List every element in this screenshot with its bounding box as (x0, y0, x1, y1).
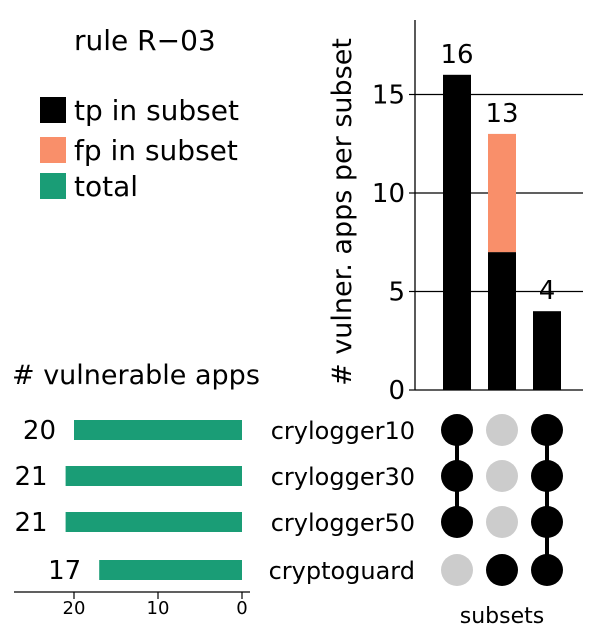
y-tick-label: 5 (388, 278, 405, 308)
matrix-dot-inactive (441, 554, 473, 586)
matrix-dot-active (441, 506, 473, 538)
set-size-label: 21 (15, 508, 48, 538)
legend-item-total: total (40, 169, 139, 203)
x-tick-label: 10 (147, 598, 170, 619)
subsets-label: subsets (460, 604, 544, 629)
chart-title: rule R−03 (74, 24, 216, 57)
matrix-dot-active (441, 460, 473, 492)
set-size-title: # vulnerable apps (12, 360, 260, 391)
legend-swatch-tp (40, 97, 66, 123)
matrix-dot-inactive (486, 414, 518, 446)
set-label: cryptoguard (269, 557, 415, 585)
set-label: crylogger50 (271, 509, 415, 537)
set-label: crylogger30 (271, 463, 415, 491)
set-size-bar (74, 420, 242, 440)
matrix-dot-active (531, 460, 563, 492)
y-tick-label: 0 (388, 376, 405, 406)
bar-fp-2 (488, 133, 516, 253)
set-size-bar (65, 466, 242, 486)
y-tick-label: 15 (372, 81, 405, 111)
y-axis-label: # vulner. apps per subset (327, 38, 358, 386)
set-size-bar (99, 560, 242, 580)
matrix-dot-active (531, 554, 563, 586)
bar-total-label: 16 (440, 40, 473, 70)
legend-label-total: total (74, 169, 139, 203)
set-size-label: 17 (48, 556, 81, 586)
legend-label-fp: fp in subset (74, 133, 238, 167)
x-tick-label: 0 (236, 598, 247, 619)
bar-tp-2 (488, 252, 516, 390)
matrix-dot-active (531, 414, 563, 446)
legend-swatch-fp (40, 137, 66, 163)
x-tick-label: 20 (63, 598, 86, 619)
set-label: crylogger10 (271, 417, 415, 445)
legend-item-tp: tp in subset (40, 93, 239, 127)
legend-swatch-total (40, 173, 66, 199)
matrix-dot-inactive (486, 506, 518, 538)
matrix-dot-inactive (486, 460, 518, 492)
matrix-dot-active (531, 506, 563, 538)
bar-tp-3 (533, 311, 561, 390)
matrix-dot-active (486, 554, 518, 586)
bar-total-label: 13 (485, 99, 518, 129)
matrix-dot-active (441, 414, 473, 446)
y-tick-label: 10 (372, 179, 405, 209)
legend-label-tp: tp in subset (74, 93, 239, 127)
bar-tp-1 (443, 74, 471, 391)
set-size-bar (65, 512, 242, 532)
set-size-label: 21 (15, 462, 48, 492)
bar-total-label: 4 (539, 276, 556, 306)
legend-item-fp: fp in subset (40, 133, 238, 167)
set-size-label: 20 (23, 416, 56, 446)
